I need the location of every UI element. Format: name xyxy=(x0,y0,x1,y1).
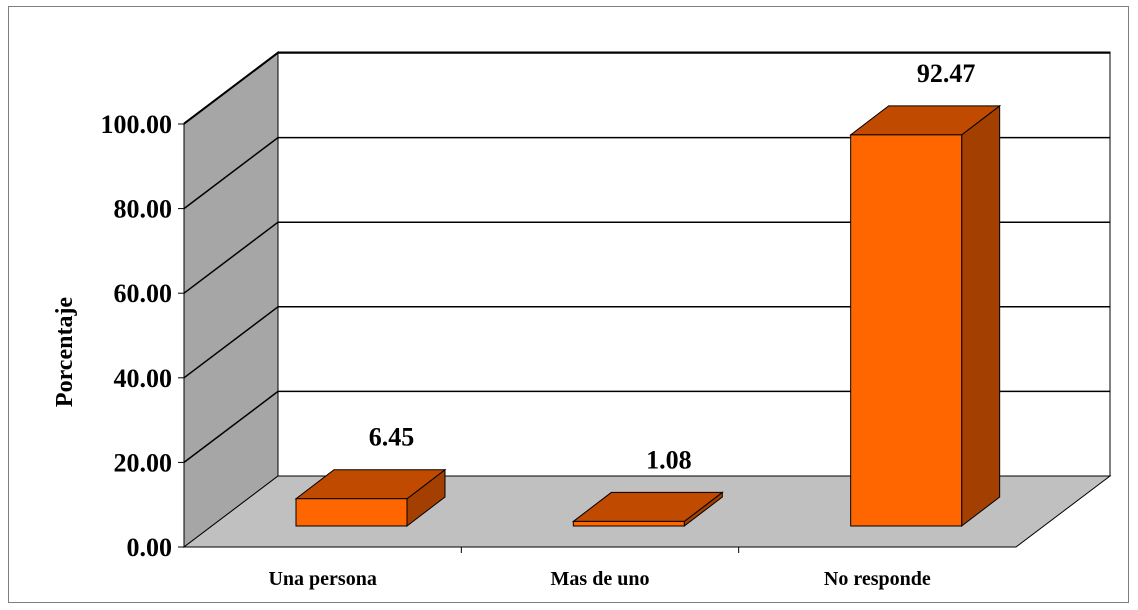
side-wall xyxy=(183,50,279,549)
y-tick-label: 60.00 xyxy=(114,279,173,308)
y-tick-label: 40.00 xyxy=(114,364,173,393)
data-label: 1.08 xyxy=(646,445,692,474)
y-tick-label: 20.00 xyxy=(114,448,173,477)
side-gridline xyxy=(183,52,279,125)
data-label: 92.47 xyxy=(917,59,976,88)
bar xyxy=(850,134,963,527)
bars xyxy=(294,104,1002,528)
y-tick-label: 0.00 xyxy=(127,533,173,562)
axes xyxy=(178,123,1016,553)
side-gridline xyxy=(183,221,279,294)
side-gridline xyxy=(183,137,279,210)
bar xyxy=(295,498,408,527)
side-gridline xyxy=(183,306,279,379)
y-tick-label: 100.00 xyxy=(101,110,173,139)
bar xyxy=(572,520,685,527)
labels: 0.00 20.00 40.00 60.00 80.00 100.00 Una person… xyxy=(101,59,976,590)
y-tick-label: 80.00 xyxy=(114,195,173,224)
y-axis-title: Porcentaje xyxy=(52,297,78,408)
side-gridline xyxy=(183,390,279,463)
x-category-label: No responde xyxy=(824,568,931,590)
x-category-label: Una persona xyxy=(268,568,376,590)
bar-side xyxy=(961,104,1001,528)
x-category-label: Mas de uno xyxy=(551,568,650,590)
data-label: 6.45 xyxy=(369,423,415,452)
